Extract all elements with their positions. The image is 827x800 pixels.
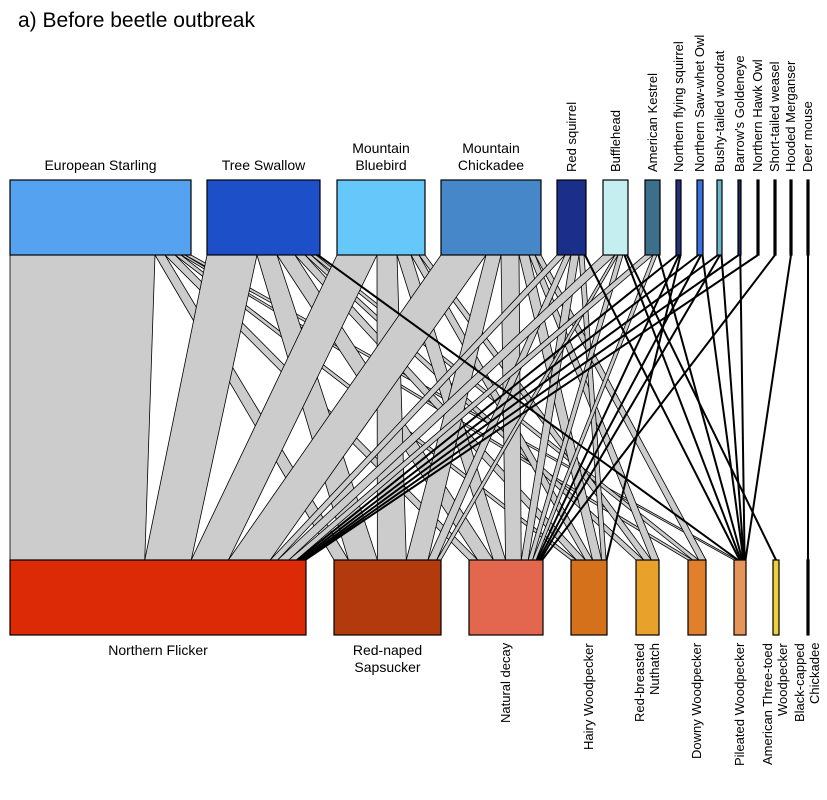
node-label: Downy Woodpecker <box>689 643 704 760</box>
link <box>626 254 777 561</box>
bottom-node <box>733 559 747 636</box>
node-label: Short-tailed weasel <box>767 61 782 172</box>
top-node <box>737 179 742 256</box>
link <box>317 254 739 561</box>
node-label: Hooded Merganser <box>783 60 798 172</box>
node-label: Red squirrel <box>563 101 579 172</box>
bottom-node <box>9 559 307 636</box>
bottom-node <box>333 559 442 636</box>
link <box>623 254 742 561</box>
node-label: Northern Flicker <box>108 642 208 658</box>
node-label: Northern Saw-whet Owl <box>692 34 707 172</box>
bottom-node <box>806 559 810 636</box>
top-node <box>644 179 661 256</box>
node-label: Pileated Woodpecker <box>732 643 747 767</box>
top-node <box>675 179 682 256</box>
link <box>296 254 678 561</box>
top-node <box>9 179 192 256</box>
link <box>605 254 682 561</box>
link <box>744 254 792 561</box>
link <box>9 254 156 561</box>
node-label: Barrow's Goldeneye <box>731 55 747 172</box>
bottom-node <box>570 559 608 636</box>
top-node <box>206 179 321 256</box>
top-node <box>336 179 426 256</box>
link <box>298 254 700 561</box>
node-label: Hairy Woodpecker <box>581 643 596 750</box>
link <box>302 254 740 561</box>
link <box>539 254 721 561</box>
link <box>584 254 741 561</box>
bottom-node <box>687 559 707 636</box>
link <box>541 254 776 561</box>
link <box>739 254 746 561</box>
top-node <box>716 179 723 256</box>
top-node <box>556 179 587 256</box>
top-node <box>806 179 810 256</box>
top-node <box>756 179 760 256</box>
bottom-node <box>772 559 780 636</box>
node-label: European Starling <box>44 157 157 173</box>
link <box>535 254 680 561</box>
node-label: Natural decay <box>498 643 513 724</box>
bottom-node <box>468 559 544 636</box>
node-label: American Kestrel <box>644 73 660 172</box>
node-label: Bushy-tailed woodrat <box>711 50 727 172</box>
top-node <box>773 179 777 256</box>
top-node <box>696 179 704 256</box>
node-label: Tree Swallow <box>221 157 306 173</box>
node-label: Black-capped Chickadee <box>792 643 822 722</box>
node-label: Northern Hawk Owl <box>750 59 765 172</box>
node-label: American Three-toed Woodpecker <box>760 643 790 765</box>
node-label: Deer mouse <box>800 101 815 172</box>
link <box>304 254 759 561</box>
link <box>657 254 744 561</box>
node-label: Mountain Chickadee <box>457 140 525 173</box>
node-label: Mountain Bluebird <box>352 140 410 173</box>
node-label: Northern flying squirrel <box>670 41 686 172</box>
title: a) Before beetle outbreak <box>18 9 255 32</box>
link <box>537 254 702 561</box>
top-node <box>602 179 629 256</box>
node-label: Bufflehead <box>607 110 623 172</box>
link <box>301 254 719 561</box>
node-label: Red-breasted Nuthatch <box>631 643 662 722</box>
top-node <box>789 179 793 256</box>
link <box>701 254 745 561</box>
top-node <box>440 179 542 256</box>
bottom-node <box>635 559 660 636</box>
link <box>720 254 745 561</box>
node-label: Red-naped Sapsucker <box>352 642 423 675</box>
